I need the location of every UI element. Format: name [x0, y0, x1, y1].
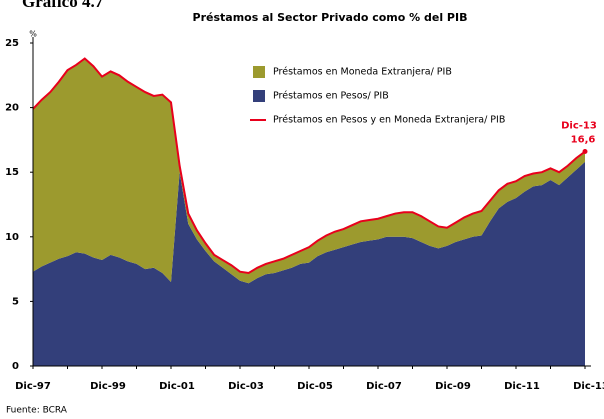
- legend-label: Préstamos en Moneda Extranjera/ PIB: [273, 67, 452, 78]
- legend-swatch: [253, 66, 265, 78]
- x-tick-label: Dic-99: [90, 381, 126, 392]
- x-tick-label: Dic-03: [228, 381, 264, 392]
- x-tick-label: Dic-11: [504, 381, 540, 392]
- legend-label: Préstamos en Pesos/ PIB: [273, 91, 389, 102]
- source: Fuente: BCRA: [6, 406, 68, 416]
- y-tick-label: 25: [5, 38, 19, 49]
- figure-label: Gráfico 4.7: [22, 0, 104, 11]
- chart-title: Préstamos al Sector Privado como % del P…: [193, 11, 468, 24]
- area: [33, 58, 585, 284]
- data-label: 16,6: [571, 135, 596, 146]
- y-tick-label: 10: [5, 232, 19, 243]
- y-axis-label: %: [29, 30, 37, 39]
- x-tick-label: Dic-07: [366, 381, 402, 392]
- y-tick-label: 20: [5, 103, 19, 114]
- legend-label: Préstamos en Pesos y en Moneda Extranjer…: [273, 115, 505, 126]
- x-tick-label: Dic-13: [573, 381, 604, 392]
- end-point: [582, 149, 588, 155]
- x-tick-label: Dic-05: [297, 381, 333, 392]
- area: [33, 161, 585, 366]
- x-tick-label: Dic-97: [15, 381, 51, 392]
- x-tick-label: Dic-09: [435, 381, 471, 392]
- annotation: Dic-13: [561, 121, 597, 132]
- y-tick-label: 0: [12, 361, 19, 372]
- y-tick-label: 5: [12, 296, 19, 307]
- total-line: [32, 57, 586, 275]
- legend-swatch: [253, 90, 265, 102]
- y-tick-label: 15: [5, 167, 19, 178]
- x-tick-label: Dic-01: [159, 381, 195, 392]
